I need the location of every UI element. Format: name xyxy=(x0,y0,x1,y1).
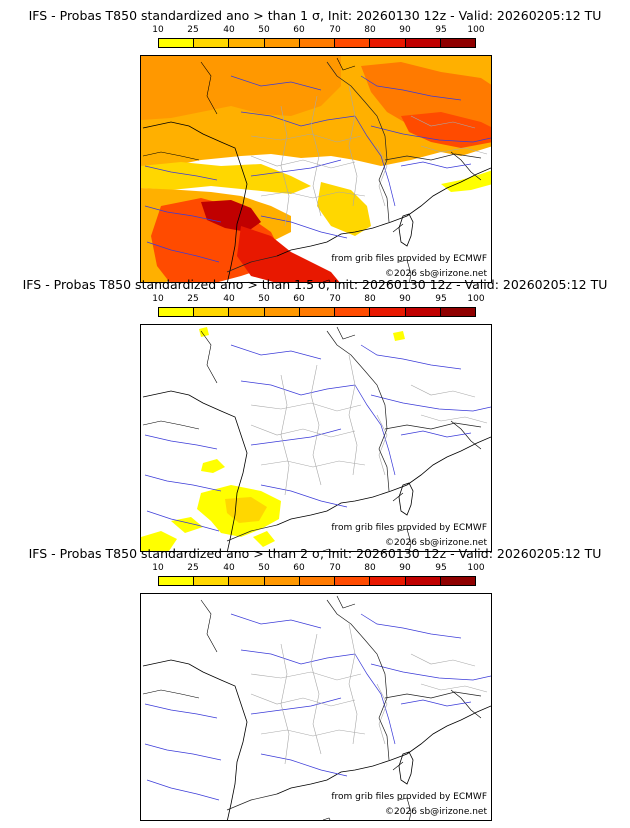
colorbar xyxy=(158,307,476,317)
colorbar-swatch xyxy=(440,39,475,47)
colorbar-tick: 80 xyxy=(364,563,376,573)
colorbar-swatch xyxy=(194,308,230,316)
colorbar-labels: 10 25 40 50 60 70 80 90 95 100 xyxy=(152,563,484,575)
source-credit: from grib files provided by ECMWF xyxy=(331,254,487,264)
copyright-credit: ©2026 sb@irizone.net xyxy=(385,807,487,817)
colorbar-swatch xyxy=(159,308,195,316)
colorbar-tick: 80 xyxy=(364,294,376,304)
colorbar-swatch xyxy=(299,308,336,316)
colorbar-swatch xyxy=(299,577,336,585)
colorbar-tick: 100 xyxy=(467,25,485,35)
colorbar-tick: 10 xyxy=(152,563,164,573)
colorbar-tick: 95 xyxy=(435,563,447,573)
colorbar-tick: 90 xyxy=(399,563,411,573)
colorbar-tick: 10 xyxy=(152,294,164,304)
colorbar-tick: 100 xyxy=(467,563,485,573)
colorbar-swatch xyxy=(405,577,441,585)
colorbar-tick: 25 xyxy=(187,294,199,304)
colorbar-tick: 25 xyxy=(187,25,199,35)
source-credit: from grib files provided by ECMWF xyxy=(331,792,487,802)
colorbar-swatch xyxy=(370,308,406,316)
panel-2sigma: IFS - Probas T850 standardized ano > tha… xyxy=(0,546,630,821)
colorbar-tick: 60 xyxy=(293,25,305,35)
colorbar-swatch xyxy=(335,39,371,47)
colorbar-tick: 60 xyxy=(293,294,305,304)
colorbar-swatch xyxy=(370,577,406,585)
colorbar-swatch xyxy=(264,308,300,316)
colorbar-swatch xyxy=(159,577,195,585)
colorbar-tick: 70 xyxy=(329,25,341,35)
colorbar-swatch xyxy=(229,39,265,47)
colorbar-labels: 10 25 40 50 60 70 80 90 95 100 xyxy=(152,25,484,37)
colorbar-tick: 40 xyxy=(223,294,235,304)
colorbar-tick: 50 xyxy=(258,563,270,573)
colorbar-labels: 10 25 40 50 60 70 80 90 95 100 xyxy=(152,294,484,306)
colorbar-swatch xyxy=(335,308,371,316)
colorbar-tick: 40 xyxy=(223,25,235,35)
panel-title: IFS - Probas T850 standardized ano > tha… xyxy=(22,277,608,292)
colorbar-tick: 50 xyxy=(258,25,270,35)
colorbar-swatch xyxy=(335,577,371,585)
colorbar-swatch xyxy=(440,308,475,316)
colorbar-tick: 60 xyxy=(293,563,305,573)
probability-map: from grib files provided by ECMWF ©2026 … xyxy=(140,55,492,283)
colorbar xyxy=(158,38,476,48)
panel-title: IFS - Probas T850 standardized ano > tha… xyxy=(28,8,602,23)
colorbar-tick: 95 xyxy=(435,294,447,304)
colorbar-tick: 70 xyxy=(329,563,341,573)
probability-map: from grib files provided by ECMWF ©2026 … xyxy=(140,593,492,821)
colorbar-tick: 70 xyxy=(329,294,341,304)
colorbar xyxy=(158,576,476,586)
colorbar-swatch xyxy=(194,39,230,47)
colorbar-tick: 90 xyxy=(399,25,411,35)
colorbar-swatch xyxy=(194,577,230,585)
colorbar-swatch xyxy=(405,39,441,47)
colorbar-swatch xyxy=(299,39,336,47)
colorbar-swatch xyxy=(440,577,475,585)
probability-map: from grib files provided by ECMWF ©2026 … xyxy=(140,324,492,552)
colorbar-swatch xyxy=(405,308,441,316)
colorbar-tick: 80 xyxy=(364,25,376,35)
colorbar-tick: 10 xyxy=(152,25,164,35)
colorbar-tick: 50 xyxy=(258,294,270,304)
source-credit: from grib files provided by ECMWF xyxy=(331,523,487,533)
colorbar-tick: 95 xyxy=(435,25,447,35)
panel-title: IFS - Probas T850 standardized ano > tha… xyxy=(28,546,602,561)
colorbar-swatch xyxy=(229,308,265,316)
colorbar-swatch xyxy=(159,39,195,47)
colorbar-tick: 40 xyxy=(223,563,235,573)
copyright-credit: ©2026 sb@irizone.net xyxy=(385,269,487,279)
copyright-credit: ©2026 sb@irizone.net xyxy=(385,538,487,548)
colorbar-tick: 100 xyxy=(467,294,485,304)
colorbar-tick: 25 xyxy=(187,563,199,573)
panel-1-5sigma: IFS - Probas T850 standardized ano > tha… xyxy=(0,277,630,552)
colorbar-swatch xyxy=(370,39,406,47)
panel-1sigma: IFS - Probas T850 standardized ano > tha… xyxy=(0,8,630,283)
colorbar-swatch xyxy=(229,577,265,585)
colorbar-swatch xyxy=(264,577,300,585)
colorbar-tick: 90 xyxy=(399,294,411,304)
colorbar-swatch xyxy=(264,39,300,47)
